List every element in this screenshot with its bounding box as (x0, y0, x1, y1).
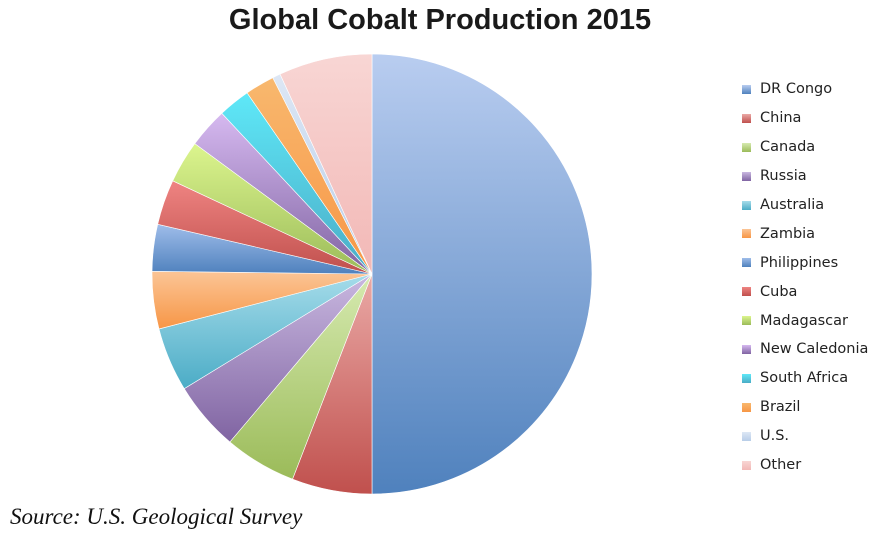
legend-label: Cuba (760, 283, 798, 300)
legend-item: China (742, 104, 868, 133)
source-note: Source: U.S. Geological Survey (10, 504, 303, 529)
legend-swatch (742, 171, 751, 181)
legend-swatch (742, 200, 751, 210)
chart-title: Global Cobalt Production 2015 (228, 4, 652, 36)
legend-label: Madagascar (760, 312, 848, 329)
legend-item: New Caledonia (742, 335, 868, 364)
legend-item: South Africa (742, 364, 868, 393)
legend-label: Australia (760, 197, 825, 213)
pie-slice-dr-congo (371, 53, 593, 495)
legend-item: Zambia (742, 219, 868, 248)
legend-item: DR Congo (742, 75, 868, 104)
legend-label: South Africa (760, 370, 849, 387)
legend-label: U.S. (760, 428, 790, 445)
legend-label: Philippines (760, 254, 839, 271)
legend-swatch (742, 142, 751, 152)
pie-slice-other (279, 53, 373, 275)
legend-swatch (742, 229, 751, 239)
legend-swatch (742, 431, 751, 441)
legend-item: Other (742, 451, 868, 480)
legend-swatch (742, 258, 751, 268)
legend-item: Canada (742, 133, 868, 162)
legend-label: Brazil (760, 399, 801, 416)
legend-label: China (760, 110, 802, 127)
legend-item: U.S. (742, 422, 868, 451)
legend-item: Australia (742, 191, 868, 220)
legend-label: Canada (760, 139, 816, 156)
legend-swatch (742, 316, 751, 326)
legend-item: Madagascar (742, 306, 868, 335)
legend-swatch (742, 402, 751, 412)
legend-label: Russia (760, 168, 807, 185)
legend-item: Brazil (742, 393, 868, 422)
legend-swatch (742, 344, 751, 354)
legend-label: DR Congo (760, 81, 833, 98)
legend-swatch (742, 373, 751, 383)
legend-item: Philippines (742, 248, 868, 277)
legend-label: Zambia (760, 225, 816, 242)
legend-swatch (742, 287, 751, 297)
legend-item: Cuba (742, 277, 868, 306)
legend-swatch (742, 460, 751, 470)
legend-swatch (742, 84, 751, 94)
legend-label: Other (760, 457, 802, 474)
legend-swatch (742, 113, 751, 123)
legend: DR Congo China Canada Russia Australia Zambia… (742, 75, 868, 479)
legend-item: Russia (742, 162, 868, 191)
legend-label: New Caledonia (760, 341, 869, 358)
